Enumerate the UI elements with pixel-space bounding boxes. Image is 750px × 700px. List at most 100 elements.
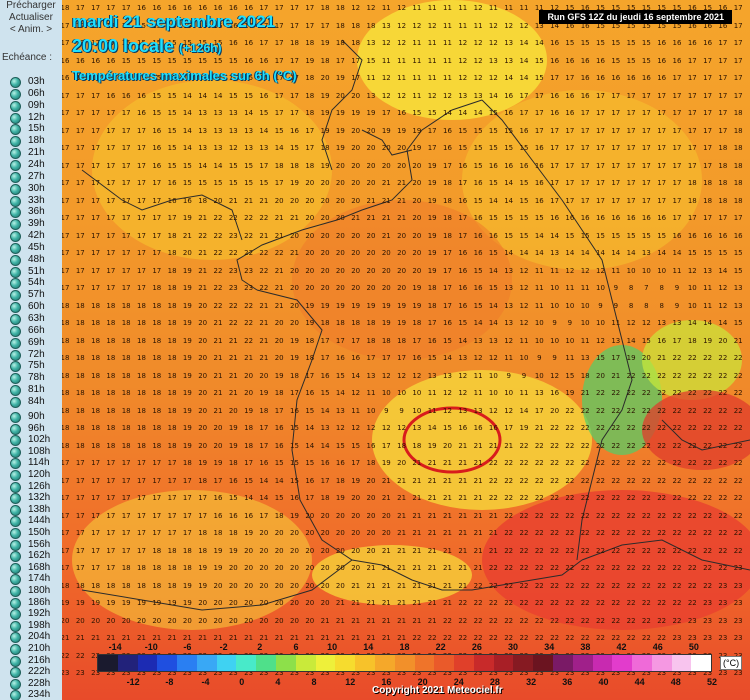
temperature-value: 22 <box>687 354 697 362</box>
refresh-link[interactable]: Actualiser <box>9 12 53 23</box>
forecast-step-84h[interactable]: 84h <box>10 396 62 408</box>
temperature-value: 17 <box>121 511 131 520</box>
temperature-value: 20 <box>320 284 330 292</box>
temperature-value: 15 <box>152 91 162 100</box>
forecast-step-120h[interactable]: 120h <box>10 469 62 481</box>
forecast-step-198h[interactable]: 198h <box>10 620 62 632</box>
temperature-value: 22 <box>657 616 667 625</box>
forecast-step-12h[interactable]: 12h <box>10 112 62 124</box>
forecast-step-48h[interactable]: 48h <box>10 254 62 266</box>
temperature-value: 14 <box>244 494 254 502</box>
temperature-value: 22 <box>75 651 85 660</box>
forecast-step-78h[interactable]: 78h <box>10 372 62 385</box>
temperature-value: 15 <box>167 126 177 135</box>
forecast-step-63h[interactable]: 63h <box>10 313 62 325</box>
forecast-step-168h[interactable]: 168h <box>10 562 62 574</box>
forecast-step-96h[interactable]: 96h <box>10 423 62 435</box>
temperature-value: 17 <box>534 406 544 415</box>
temperature-value: 18 <box>75 581 85 590</box>
forecast-step-27h[interactable]: 27h <box>10 171 62 183</box>
forecast-step-126h[interactable]: 126h <box>10 481 62 493</box>
forecast-step-75h[interactable]: 75h <box>10 360 62 373</box>
forecast-step-192h[interactable]: 192h <box>10 608 62 621</box>
temperature-value: 15 <box>228 56 238 65</box>
step-ball-icon <box>10 516 21 528</box>
temperature-value: 20 <box>366 546 376 555</box>
temperature-value: 15 <box>458 144 468 152</box>
temperature-value: 23 <box>244 266 254 275</box>
forecast-step-162h[interactable]: 162h <box>10 550 62 563</box>
temperature-value: 11 <box>412 56 422 65</box>
forecast-step-102h[interactable]: 102h <box>10 434 62 447</box>
forecast-step-180h[interactable]: 180h <box>10 585 62 597</box>
temperature-value: 22 <box>626 581 636 590</box>
temperature-value: 23 <box>152 669 162 677</box>
temperature-value: 18 <box>62 581 70 590</box>
temperature-value: 22 <box>687 529 697 537</box>
forecast-step-42h[interactable]: 42h <box>10 230 62 243</box>
forecast-step-06h[interactable]: 06h <box>10 88 62 100</box>
forecast-step-150h[interactable]: 150h <box>10 527 62 539</box>
temperature-value: 8 <box>644 301 649 310</box>
forecast-step-204h[interactable]: 204h <box>10 631 62 644</box>
forecast-step-174h[interactable]: 174h <box>10 573 62 586</box>
forecast-step-21h[interactable]: 21h <box>10 147 62 160</box>
temperature-value: 14 <box>473 109 483 117</box>
forecast-step-210h[interactable]: 210h <box>10 643 62 655</box>
temperature-value: 23 <box>596 669 605 677</box>
forecast-step-03h[interactable]: 03h <box>10 76 62 88</box>
forecast-step-228h[interactable]: 228h <box>10 678 62 690</box>
temperature-value: 17 <box>626 126 636 135</box>
forecast-step-18h[interactable]: 18h <box>10 135 62 148</box>
forecast-step-33h[interactable]: 33h <box>10 195 62 207</box>
forecast-step-24h[interactable]: 24h <box>10 159 62 171</box>
temperature-value: 22 <box>718 529 728 537</box>
step-ball-icon <box>10 325 21 337</box>
forecast-step-234h[interactable]: 234h <box>10 689 62 700</box>
temperature-value: 17 <box>687 144 697 152</box>
forecast-step-15h[interactable]: 15h <box>10 123 62 136</box>
temperature-value: 21 <box>366 616 376 625</box>
forecast-step-186h[interactable]: 186h <box>10 597 62 609</box>
forecast-step-144h[interactable]: 144h <box>10 515 62 528</box>
forecast-step-57h[interactable]: 57h <box>10 289 62 302</box>
forecast-step-90h[interactable]: 90h <box>10 411 62 423</box>
forecast-step-222h[interactable]: 222h <box>10 666 62 679</box>
temperature-value: 15 <box>565 39 575 47</box>
forecast-step-45h[interactable]: 45h <box>10 242 62 254</box>
forecast-step-108h[interactable]: 108h <box>10 446 62 458</box>
temperature-value: 12 <box>397 4 407 12</box>
forecast-step-60h[interactable]: 60h <box>10 301 62 314</box>
preload-link[interactable]: Précharger <box>6 0 56 11</box>
temperature-value: 18 <box>167 354 177 362</box>
temperature-value: 22 <box>443 634 452 642</box>
temperature-value: 17 <box>91 459 101 467</box>
temperature-value: 18 <box>198 196 208 205</box>
temperature-value: 22 <box>488 494 498 502</box>
forecast-step-36h[interactable]: 36h <box>10 206 62 219</box>
forecast-step-51h[interactable]: 51h <box>10 266 62 278</box>
forecast-step-69h[interactable]: 69h <box>10 337 62 349</box>
temperature-value: 22 <box>626 634 636 642</box>
forecast-step-66h[interactable]: 66h <box>10 325 62 337</box>
temperature-value: 18 <box>75 354 85 362</box>
temperature-value: 17 <box>167 529 177 537</box>
forecast-step-30h[interactable]: 30h <box>10 183 62 195</box>
temperature-value: 18 <box>244 424 254 432</box>
forecast-step-81h[interactable]: 81h <box>10 384 62 397</box>
temperature-value: 17 <box>611 179 621 187</box>
forecast-step-132h[interactable]: 132h <box>10 492 62 505</box>
animation-link[interactable]: < Anim. > <box>9 24 53 35</box>
forecast-step-156h[interactable]: 156h <box>10 539 62 551</box>
forecast-step-54h[interactable]: 54h <box>10 277 62 290</box>
forecast-step-138h[interactable]: 138h <box>10 504 62 516</box>
forecast-step-114h[interactable]: 114h <box>10 457 62 470</box>
temperature-value: 21 <box>259 634 269 642</box>
forecast-step-216h[interactable]: 216h <box>10 655 62 667</box>
temperature-value: 20 <box>137 616 146 625</box>
temperature-value: 18 <box>106 371 116 380</box>
forecast-step-39h[interactable]: 39h <box>10 218 62 231</box>
forecast-step-72h[interactable]: 72h <box>10 349 62 361</box>
temperature-value: 22 <box>687 371 697 380</box>
forecast-step-09h[interactable]: 09h <box>10 100 62 112</box>
